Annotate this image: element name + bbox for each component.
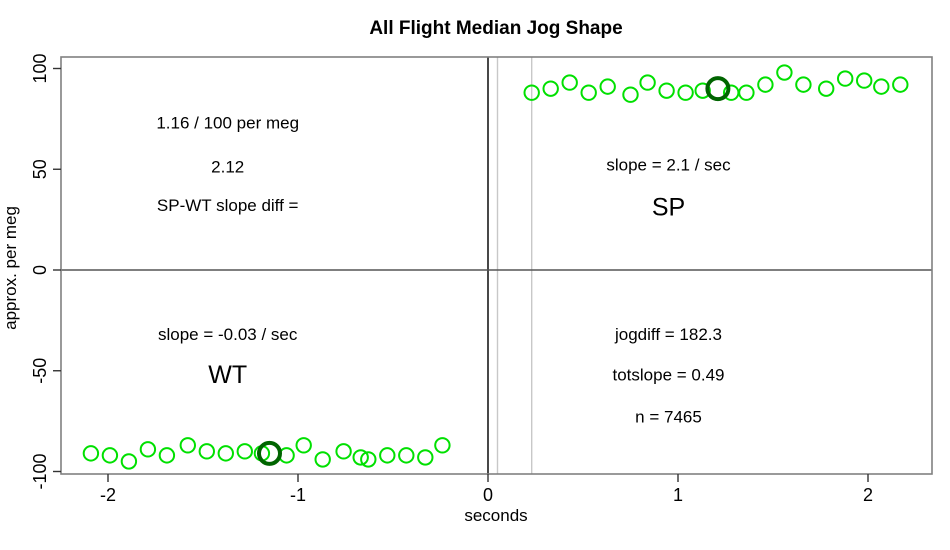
data-point-wt [335,443,352,460]
data-point-sp [580,84,597,101]
reference-lines-group [61,57,932,474]
data-point-wt [398,447,415,464]
data-point-wt [360,451,377,468]
annotation-text: slope = 2.1 / sec [606,156,731,175]
data-point-wt [295,437,312,454]
x-tick-label: 1 [673,485,683,505]
annotation-text: SP [652,194,685,222]
data-point-sp [837,70,854,87]
data-point-wt [120,453,138,470]
annotations-group: 1.16 / 100 per meg 2.12 SP-WT slope diff =… [156,113,731,426]
data-points-group [82,64,909,470]
data-point-sp [639,74,656,91]
data-point-wt [139,441,157,458]
x-tick-label: 2 [863,485,873,505]
data-point-wt [82,445,100,462]
annotation-text: totslope = 0.49 [612,365,724,384]
y-axis-label: approx. per meg [1,206,20,330]
data-point-wt [158,447,176,464]
plot-box [60,56,933,475]
data-point-sp [892,76,909,93]
data-point-sp [757,76,774,93]
annotation-text: 1.16 / 100 per meg [156,113,299,132]
data-point-wt [217,445,235,462]
data-point-sp [658,82,675,99]
data-point-wt [417,449,434,466]
y-tick-label: 0 [30,265,50,275]
data-point-sp [561,74,578,91]
median-marker-sp [705,76,731,102]
annotation-text: n = 7465 [635,408,702,427]
data-point-wt [352,449,369,466]
data-point-sp [622,86,639,103]
chart-title: All Flight Median Jog Shape [369,18,622,39]
data-point-sp [677,84,694,101]
annotation-text: WT [208,361,247,389]
data-point-wt [198,443,216,460]
median-marker-wt [257,440,282,466]
data-point-sp [795,76,812,93]
data-point-wt [179,437,197,454]
annotation-text: SP-WT slope diff = [157,196,299,215]
data-point-sp [873,78,890,95]
data-point-wt [101,447,119,464]
y-tick-label: -100 [30,453,50,489]
annotation-text: jogdiff = 182.3 [614,325,722,344]
annotation-text: slope = -0.03 / sec [158,325,298,344]
plot-box-group [60,56,933,475]
axis-ticks-group: -2 -1 0 1 2 -100 -50 0 50 100 [30,53,873,505]
annotation-text: 2.12 [211,158,244,177]
data-point-sp [776,64,793,81]
data-point-wt [434,437,451,454]
data-point-wt [236,443,254,460]
y-tick-label: 50 [30,159,50,179]
data-point-wt [379,447,396,464]
data-point-sp [694,82,711,99]
data-point-sp [599,78,616,95]
data-point-wt [314,451,331,468]
x-tick-label: 0 [483,485,493,505]
x-tick-label: -2 [100,485,116,505]
y-tick-label: 100 [30,53,50,83]
data-point-sp [856,72,873,89]
data-point-sp [818,80,835,97]
x-tick-label: -1 [290,485,306,505]
y-tick-label: -50 [30,358,50,384]
data-point-sp [542,80,559,97]
data-point-sp [738,84,755,101]
x-axis-label: seconds [464,506,527,525]
data-point-sp [523,84,540,101]
